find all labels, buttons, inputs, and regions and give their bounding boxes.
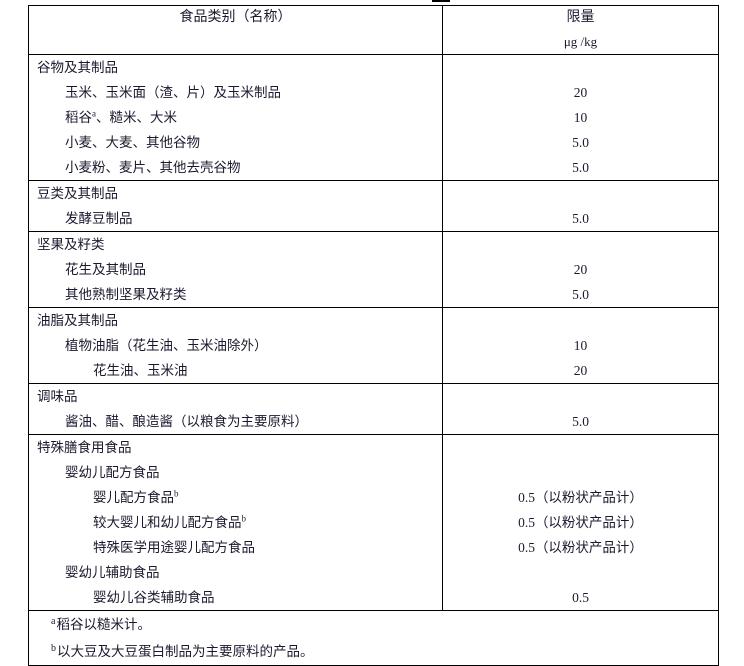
category-item-label: 婴幼儿配方食品 — [65, 465, 160, 480]
footnote-cell: a稻谷以糙米计。 b以大豆及大豆蛋白制品为主要原料的产品。 — [28, 610, 719, 666]
category-group-label: 油脂及其制品 — [37, 313, 118, 328]
category-item-label: 婴幼儿谷类辅助食品 — [93, 590, 215, 605]
table-row: 油脂及其制品植物油脂（花生油、玉米油除外） 花生油、玉米油 10 20 — [28, 307, 719, 384]
category-cell: 调味品酱油、醋、酿造酱（以粮食为主要原料） — [28, 383, 443, 435]
category-item-label: 稻谷a、糙米、大米 — [65, 108, 177, 125]
limit-value-empty — [443, 55, 718, 80]
limit-value: 0.5 — [572, 590, 589, 605]
limit-value-cell: 5.0 — [442, 383, 719, 435]
footnote-item: b以大豆及大豆蛋白制品为主要原料的产品。 — [29, 638, 718, 665]
limit-value-cell: 10 20 — [442, 307, 719, 384]
footnote-row: a稻谷以糙米计。 b以大豆及大豆蛋白制品为主要原料的产品。 — [28, 610, 719, 666]
category-group-label: 坚果及籽类 — [37, 237, 105, 252]
limit-value: 10 — [573, 110, 588, 125]
header-row: 食品类别（名称） 限量 μg /kg — [28, 5, 719, 55]
category-item-label: 花生及其制品 — [65, 262, 146, 277]
table-row: 特殊膳食用食品婴幼儿配方食品婴儿配方食品b 较大婴儿和幼儿配方食品b 特殊医学用途婴… — [28, 434, 719, 611]
footnote-text: 稻谷以糙米计。 — [56, 617, 151, 632]
footnote-item: a稻谷以糙米计。 — [29, 611, 718, 638]
category-item-label: 发酵豆制品 — [65, 211, 133, 226]
limit-value-empty — [443, 181, 718, 206]
table-row: 坚果及籽类 花生及其制品 其他熟制坚果及籽类 20 5.0 — [28, 231, 719, 308]
limit-value-cell: 5.0 — [442, 180, 719, 232]
table-body: 谷物及其制品玉米、玉米面（渣、片）及玉米制品 稻谷a、糙米、大米小麦、大麦、其他谷… — [28, 54, 719, 666]
limit-value-empty — [443, 232, 718, 257]
footnote-marker: b — [51, 642, 56, 654]
category-item-label: 玉米、玉米面（渣、片）及玉米制品 — [65, 85, 281, 100]
category-item-label: 植物油脂（花生油、玉米油除外） — [65, 338, 268, 353]
category-item-label: 花生油、玉米油 — [93, 363, 188, 378]
category-cell: 油脂及其制品植物油脂（花生油、玉米油除外） 花生油、玉米油 — [28, 307, 443, 384]
limit-value: 0.5（以粉状产品计） — [518, 490, 643, 505]
limit-value-empty — [443, 308, 718, 333]
limit-value: 5.0 — [572, 160, 589, 175]
limit-value: 20 — [573, 363, 588, 378]
limit-value: 5.0 — [572, 287, 589, 302]
category-cell: 谷物及其制品玉米、玉米面（渣、片）及玉米制品 稻谷a、糙米、大米小麦、大麦、其他谷… — [28, 54, 443, 181]
limit-value-cell: 20 5.0 — [442, 231, 719, 308]
limit-value-cell: 0.5（以粉状产品计） 0.5（以粉状产品计） 0.5（以粉状产品计） 0.5 — [442, 434, 719, 611]
limit-value: 5.0 — [572, 414, 589, 429]
category-item-label: 酱油、醋、酿造酱（以粮食为主要原料） — [65, 414, 308, 429]
category-item-label: 较大婴儿和幼儿配方食品b — [93, 513, 246, 530]
footnote-text: 以大豆及大豆蛋白制品为主要原料的产品。 — [57, 644, 314, 659]
table-row: 豆类及其制品发酵豆制品 5.0 — [28, 180, 719, 232]
limit-value: 10 — [573, 338, 588, 353]
category-item-label: 小麦粉、麦片、其他去壳谷物 — [65, 160, 241, 175]
category-group-label: 豆类及其制品 — [37, 186, 118, 201]
limit-value-empty — [443, 460, 718, 485]
category-item-label: 婴儿配方食品b — [93, 488, 179, 505]
table-header: 食品类别（名称） 限量 μg /kg — [28, 5, 719, 55]
header-limit: 限量 μg /kg — [442, 5, 719, 55]
category-item-label: 特殊医学用途婴儿配方食品 — [93, 540, 255, 555]
limit-value: 20 — [573, 85, 588, 100]
limit-value: 5.0 — [572, 135, 589, 150]
table-row: 调味品酱油、醋、酿造酱（以粮食为主要原料） 5.0 — [28, 383, 719, 435]
limit-value: 0.5（以粉状产品计） — [518, 540, 643, 555]
table-row: 谷物及其制品玉米、玉米面（渣、片）及玉米制品 稻谷a、糙米、大米小麦、大麦、其他谷… — [28, 54, 719, 181]
header-limit-title: 限量 — [566, 10, 595, 25]
category-item-label: 小麦、大麦、其他谷物 — [65, 135, 200, 150]
category-cell: 特殊膳食用食品婴幼儿配方食品婴儿配方食品b 较大婴儿和幼儿配方食品b 特殊医学用途婴… — [28, 434, 443, 611]
limit-value: 0.5（以粉状产品计） — [518, 515, 643, 530]
category-cell: 豆类及其制品发酵豆制品 — [28, 180, 443, 232]
limit-value-empty — [443, 560, 718, 585]
category-item-label: 婴幼儿辅助食品 — [65, 565, 160, 580]
contaminant-limit-table: 食品类别（名称） 限量 μg /kg 谷物及其制品玉米、玉米面（渣、片）及玉米制… — [28, 5, 719, 666]
limit-value: 20 — [573, 262, 588, 277]
limit-value: 5.0 — [572, 211, 589, 226]
category-cell: 坚果及籽类花生及其制品其他熟制坚果及籽类 — [28, 231, 443, 308]
footnote-marker: a — [51, 615, 56, 627]
header-category: 食品类别（名称） — [28, 5, 443, 55]
limit-value-empty — [443, 384, 718, 409]
category-group-label: 谷物及其制品 — [37, 60, 118, 75]
category-group-label: 调味品 — [37, 389, 78, 404]
category-group-label: 特殊膳食用食品 — [37, 440, 132, 455]
header-limit-unit: μg /kg — [563, 33, 598, 49]
limit-value-cell: 20 10 5.0 5.0 — [442, 54, 719, 181]
scan-artifact-line — [432, 0, 450, 2]
limit-value-empty — [443, 435, 718, 460]
category-item-label: 其他熟制坚果及籽类 — [65, 287, 187, 302]
